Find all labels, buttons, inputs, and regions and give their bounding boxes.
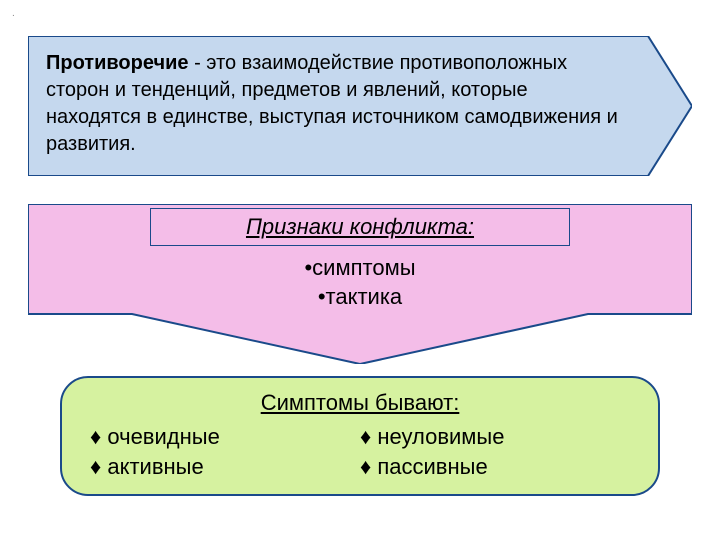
symptom-label: неуловимые <box>377 424 504 449</box>
symptoms-col-1: ♦ очевидные ♦ активные <box>90 422 360 481</box>
diamond-icon: ♦ <box>360 424 371 449</box>
signs-item-1-label: симптомы <box>312 255 415 280</box>
symptom-row: ♦ очевидные <box>90 422 360 452</box>
signs-list: •симптомы •тактика <box>28 254 692 311</box>
corner-dot: . <box>12 8 15 19</box>
signs-item-2-label: тактика <box>326 284 403 309</box>
symptom-row: ♦ активные <box>90 452 360 482</box>
symptoms-col-2: ♦ неуловимые ♦ пассивные <box>360 422 630 481</box>
signs-title-box: Признаки конфликта: <box>150 208 570 246</box>
symptom-row: ♦ неуловимые <box>360 422 630 452</box>
symptoms-title: Симптомы бывают: <box>90 390 630 416</box>
slide: . Противоречие - это взаимодействие прот… <box>0 0 720 540</box>
symptom-row: ♦ пассивные <box>360 452 630 482</box>
symptom-label: активные <box>107 454 203 479</box>
diamond-icon: ♦ <box>360 454 371 479</box>
signs-item-1: •симптомы <box>28 254 692 283</box>
symptom-label: пассивные <box>377 454 487 479</box>
definition-term: Противоречие <box>46 52 189 74</box>
bullet-icon: • <box>318 284 326 309</box>
definition-text: Противоречие - это взаимодействие против… <box>46 50 626 158</box>
definition-box: Противоречие - это взаимодействие против… <box>28 36 692 176</box>
signs-item-2: •тактика <box>28 283 692 312</box>
symptom-label: очевидные <box>107 424 219 449</box>
diamond-icon: ♦ <box>90 454 101 479</box>
diamond-icon: ♦ <box>90 424 101 449</box>
signs-block: Признаки конфликта: •симптомы •тактика <box>28 204 692 364</box>
symptoms-columns: ♦ очевидные ♦ активные ♦ неуловимые ♦ па… <box>90 422 630 481</box>
symptoms-box: Симптомы бывают: ♦ очевидные ♦ активные … <box>60 376 660 496</box>
signs-title: Признаки конфликта: <box>246 214 474 240</box>
